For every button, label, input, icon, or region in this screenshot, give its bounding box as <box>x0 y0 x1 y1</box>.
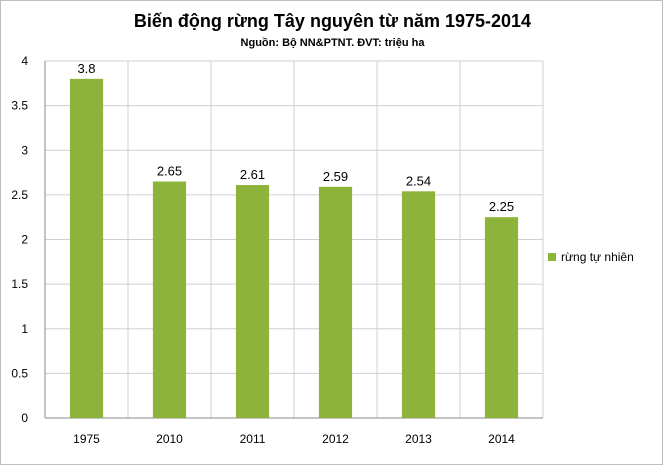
legend-swatch <box>548 253 556 261</box>
x-tick-label: 2013 <box>405 432 432 446</box>
bar <box>401 191 436 418</box>
data-label: 2.25 <box>489 199 514 214</box>
data-label: 2.61 <box>240 167 265 182</box>
y-tick-label: 1 <box>21 322 28 336</box>
y-tick-label: 3.5 <box>11 99 28 113</box>
bar <box>69 78 104 418</box>
data-label: 2.65 <box>157 163 182 178</box>
bar <box>235 185 270 418</box>
bar <box>152 181 187 418</box>
chart-subtitle: Nguồn: Bộ NN&PTNT. ĐVT: triệu ha <box>240 37 425 49</box>
y-tick-label: 1.5 <box>11 277 28 291</box>
data-label: 2.59 <box>323 169 348 184</box>
x-tick-label: 2012 <box>322 432 349 446</box>
x-tick-label: 1975 <box>73 432 100 446</box>
y-tick-label: 0 <box>21 411 28 425</box>
x-tick-label: 2014 <box>488 432 515 446</box>
y-tick-label: 3 <box>21 143 28 157</box>
bar <box>318 186 353 418</box>
chart-title: Biến động rừng Tây nguyên từ năm 1975-20… <box>133 11 532 31</box>
y-tick-label: 0.5 <box>11 366 28 380</box>
data-label: 3.8 <box>77 61 95 76</box>
y-tick-label: 2.5 <box>11 188 28 202</box>
y-tick-label: 2 <box>21 233 28 247</box>
legend-label: rừng tự nhiên <box>561 250 634 264</box>
data-label: 2.54 <box>406 173 431 188</box>
x-tick-label: 2010 <box>156 432 183 446</box>
x-tick-label: 2011 <box>240 432 266 446</box>
legend: rừng tự nhiên <box>548 250 634 264</box>
y-tick-label: 4 <box>21 54 28 68</box>
bar <box>484 217 519 418</box>
